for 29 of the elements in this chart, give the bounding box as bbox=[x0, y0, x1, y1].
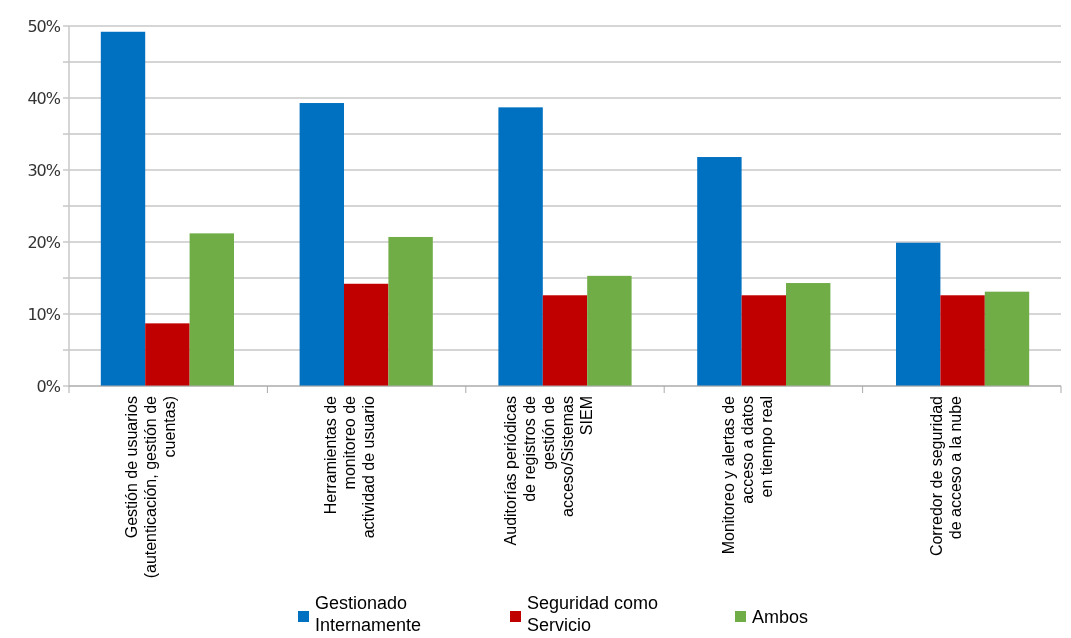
bar bbox=[587, 275, 632, 386]
bar bbox=[741, 295, 786, 386]
bar bbox=[299, 103, 344, 386]
bar bbox=[100, 31, 146, 386]
bar bbox=[344, 283, 389, 386]
x-tick-label: Auditorías periódicas de registros de gestión de acceso/Sistemas SIEM bbox=[502, 395, 595, 546]
bar bbox=[189, 233, 234, 386]
x-tick-label: Gestión de usuarios (autenticación, gestión de cuentas) bbox=[123, 395, 179, 579]
y-tick-label: 20% bbox=[27, 232, 61, 252]
y-tick-label: 0% bbox=[36, 376, 61, 396]
legend-label: Ambos bbox=[752, 607, 809, 627]
y-tick-label: 10% bbox=[27, 304, 61, 324]
bar bbox=[145, 323, 190, 386]
bar bbox=[786, 283, 831, 386]
bar bbox=[697, 157, 742, 386]
x-tick-label: Monitoreo y alertas de acceso a datos en tiempo real bbox=[719, 395, 775, 555]
y-tick-label: 30% bbox=[27, 160, 61, 180]
y-tick-label: 40% bbox=[27, 88, 61, 108]
bar bbox=[542, 295, 588, 386]
bar bbox=[498, 107, 543, 386]
bar bbox=[984, 291, 1030, 386]
x-tick-label: Herramientas de monitoreo de actividad de usuario bbox=[322, 395, 378, 539]
bar bbox=[940, 295, 985, 386]
x-tick-label: Corredor de seguridad de acceso a la nube bbox=[928, 395, 965, 557]
bar bbox=[388, 236, 433, 386]
legend-label: Seguridad como Servicio bbox=[527, 593, 659, 635]
bar bbox=[896, 242, 941, 386]
legend-label: Gestionado Internamente bbox=[315, 593, 422, 635]
y-tick-label: 50% bbox=[27, 16, 61, 36]
